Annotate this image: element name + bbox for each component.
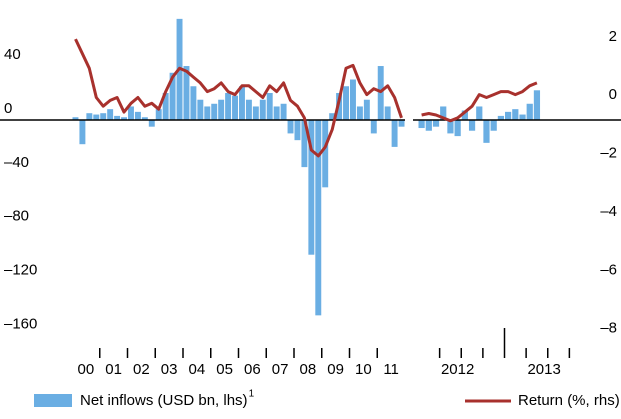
bar	[274, 106, 280, 119]
bar	[527, 104, 533, 120]
bar	[315, 120, 321, 315]
bar	[190, 86, 196, 120]
x-tick-label: 02	[133, 361, 150, 378]
bar	[295, 120, 301, 140]
bar	[476, 106, 482, 119]
x-tick-label: 09	[327, 361, 344, 378]
bar	[135, 112, 141, 120]
bar	[204, 106, 210, 119]
legend-label: Return (%, rhs)	[518, 392, 620, 409]
bar	[505, 112, 511, 120]
legend-label: Net inflows (USD bn, lhs)	[80, 392, 248, 409]
y-tick-label: 0	[4, 100, 12, 117]
bar	[197, 100, 203, 120]
bar	[364, 100, 370, 120]
bar	[93, 115, 99, 120]
bar	[399, 120, 405, 127]
bar	[392, 120, 398, 147]
bar	[371, 120, 377, 133]
x-tick-label: 05	[216, 361, 233, 378]
y2-tick-label: 2	[609, 28, 617, 45]
bar	[491, 120, 497, 131]
x-tick-label: 08	[300, 361, 317, 378]
bar	[149, 120, 155, 127]
y-tick-label: –120	[4, 262, 37, 279]
x-tick-label: 2013	[527, 361, 560, 378]
bar	[281, 104, 287, 120]
legend-swatch	[34, 394, 72, 407]
bar	[385, 106, 391, 119]
bar	[534, 90, 540, 120]
legend-footnote: 1	[249, 389, 255, 400]
x-tick-label: 03	[161, 361, 178, 378]
x-tick-label: 06	[244, 361, 261, 378]
bar	[426, 120, 432, 131]
bar	[433, 120, 439, 127]
bar	[455, 120, 461, 136]
bar	[267, 93, 273, 120]
bar	[156, 109, 162, 120]
x-tick-label: 04	[189, 361, 206, 378]
bar	[218, 100, 224, 120]
bar	[519, 115, 525, 120]
bar	[232, 96, 238, 120]
bar	[322, 120, 328, 187]
bar	[343, 86, 349, 120]
y2-tick-label: –6	[600, 261, 617, 278]
bar	[253, 106, 259, 119]
x-tick-label: 10	[355, 361, 372, 378]
bar	[350, 80, 356, 120]
y-tick-label: –40	[4, 154, 29, 171]
x-tick-label: 07	[272, 361, 289, 378]
bar	[239, 86, 245, 120]
bar	[469, 120, 475, 131]
y2-tick-label: 0	[609, 86, 617, 103]
bar	[357, 106, 363, 119]
bar	[107, 109, 113, 120]
bar	[260, 100, 266, 120]
y2-tick-label: –2	[600, 145, 617, 162]
y2-tick-label: –4	[600, 203, 617, 220]
y-tick-label: 40	[4, 46, 21, 63]
bar	[128, 106, 134, 119]
bar	[225, 93, 231, 120]
bar	[483, 120, 489, 143]
bar	[79, 120, 85, 144]
x-tick-label: 00	[78, 361, 95, 378]
bar	[419, 120, 425, 128]
bar	[211, 104, 217, 120]
x-tick-label: 2012	[441, 361, 474, 378]
bar	[512, 109, 518, 120]
bar	[100, 113, 106, 120]
bar	[288, 120, 294, 133]
y2-tick-label: –8	[600, 320, 617, 337]
y-tick-label: –160	[4, 316, 37, 333]
x-tick-label: 01	[105, 361, 122, 378]
y-tick-label: –80	[4, 208, 29, 225]
bar	[246, 100, 252, 120]
bar	[86, 113, 92, 120]
x-tick-label: 11	[383, 361, 399, 378]
